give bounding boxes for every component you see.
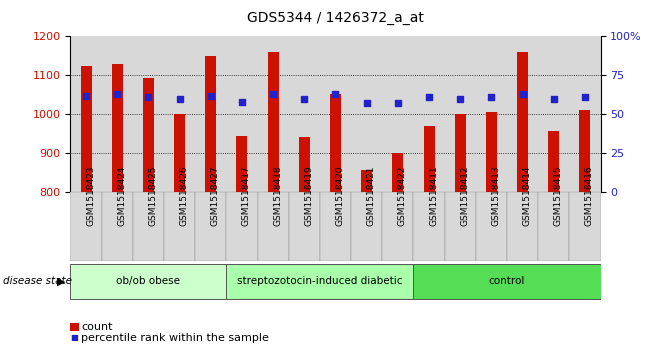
Bar xyxy=(174,114,185,192)
Bar xyxy=(476,192,507,261)
Point xyxy=(517,91,528,97)
Point xyxy=(112,91,123,97)
Bar xyxy=(164,36,195,192)
Bar xyxy=(226,36,258,192)
Bar xyxy=(164,192,195,261)
Text: control: control xyxy=(488,276,525,286)
Text: GSM1518424: GSM1518424 xyxy=(117,166,126,226)
Bar xyxy=(423,126,435,192)
Text: GSM1518414: GSM1518414 xyxy=(523,166,531,226)
Point xyxy=(361,101,372,106)
Bar xyxy=(299,137,310,192)
Point xyxy=(330,91,341,97)
FancyBboxPatch shape xyxy=(226,264,413,299)
Point xyxy=(455,96,466,102)
Point xyxy=(237,99,248,105)
Bar xyxy=(445,36,476,192)
FancyBboxPatch shape xyxy=(70,264,226,299)
Bar xyxy=(382,36,413,192)
Bar xyxy=(258,36,289,192)
Text: GSM1518416: GSM1518416 xyxy=(585,166,594,226)
Point xyxy=(580,94,590,100)
Bar xyxy=(382,192,413,261)
Point xyxy=(548,96,559,102)
Bar xyxy=(112,64,123,192)
Bar xyxy=(455,114,466,192)
Text: GSM1518423: GSM1518423 xyxy=(86,166,95,226)
Bar xyxy=(226,192,258,261)
Text: streptozotocin-induced diabetic: streptozotocin-induced diabetic xyxy=(237,276,403,286)
Bar xyxy=(570,192,601,261)
Bar xyxy=(236,136,248,192)
Point xyxy=(268,91,278,97)
Bar xyxy=(361,170,372,192)
FancyBboxPatch shape xyxy=(413,264,601,299)
Bar xyxy=(195,192,226,261)
Text: percentile rank within the sample: percentile rank within the sample xyxy=(81,333,269,343)
Text: GSM1518419: GSM1518419 xyxy=(305,166,313,226)
Point xyxy=(486,94,497,100)
Bar xyxy=(351,192,382,261)
Text: GSM1518412: GSM1518412 xyxy=(460,166,469,226)
Text: GSM1518418: GSM1518418 xyxy=(273,166,282,226)
Bar xyxy=(268,52,278,192)
Bar xyxy=(133,36,164,192)
Point xyxy=(143,94,154,100)
Text: GDS5344 / 1426372_a_at: GDS5344 / 1426372_a_at xyxy=(247,11,424,25)
Bar xyxy=(517,52,528,192)
Bar xyxy=(570,36,601,192)
Bar xyxy=(486,113,497,192)
Text: GSM1518426: GSM1518426 xyxy=(180,166,189,226)
Bar xyxy=(413,36,445,192)
Text: GSM1518420: GSM1518420 xyxy=(336,166,344,226)
Point xyxy=(393,101,403,106)
Bar xyxy=(548,131,559,192)
Point xyxy=(299,96,310,102)
Bar xyxy=(289,192,320,261)
Text: GSM1518421: GSM1518421 xyxy=(366,166,376,226)
Bar xyxy=(195,36,226,192)
Bar xyxy=(330,94,341,192)
Bar xyxy=(101,192,133,261)
Text: GSM1518425: GSM1518425 xyxy=(148,166,158,226)
Point xyxy=(423,94,434,100)
Text: disease state: disease state xyxy=(3,276,72,286)
Bar xyxy=(351,36,382,192)
Text: count: count xyxy=(81,322,113,332)
Text: GSM1518415: GSM1518415 xyxy=(554,166,563,226)
Text: GSM1518422: GSM1518422 xyxy=(398,166,407,226)
Bar xyxy=(580,110,590,192)
Bar xyxy=(445,192,476,261)
Point xyxy=(81,93,91,98)
Text: ob/ob obese: ob/ob obese xyxy=(116,276,180,286)
Bar xyxy=(538,36,570,192)
Text: GSM1518411: GSM1518411 xyxy=(429,166,438,226)
Text: ▶: ▶ xyxy=(57,276,66,286)
Bar xyxy=(70,192,101,261)
Bar xyxy=(101,36,133,192)
Bar xyxy=(507,36,538,192)
Bar xyxy=(393,152,403,192)
Bar xyxy=(289,36,320,192)
Bar xyxy=(258,192,289,261)
Text: GSM1518417: GSM1518417 xyxy=(242,166,251,226)
Bar xyxy=(320,36,351,192)
Point xyxy=(205,93,216,98)
Point xyxy=(174,96,185,102)
Bar xyxy=(133,192,164,261)
Bar xyxy=(476,36,507,192)
Text: ■: ■ xyxy=(70,333,79,342)
Text: GSM1518413: GSM1518413 xyxy=(491,166,501,226)
Bar xyxy=(143,78,154,192)
Bar xyxy=(320,192,351,261)
Text: GSM1518427: GSM1518427 xyxy=(211,166,220,226)
Bar xyxy=(81,66,91,192)
Bar xyxy=(413,192,445,261)
Bar xyxy=(538,192,570,261)
Bar xyxy=(507,192,538,261)
Bar xyxy=(205,56,216,192)
Bar xyxy=(70,36,101,192)
